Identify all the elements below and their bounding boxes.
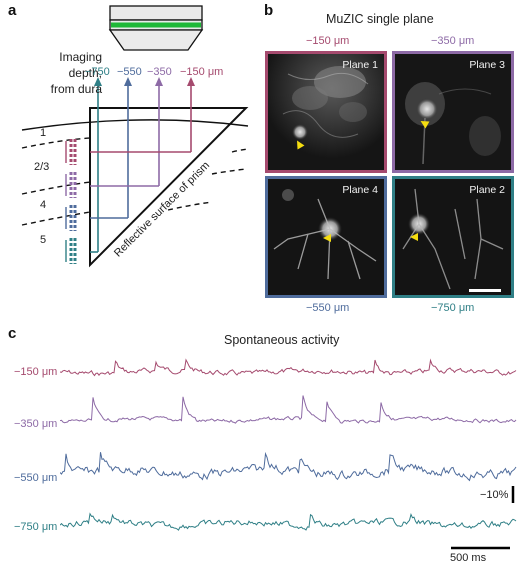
trace-label-750: −750 μm bbox=[14, 521, 58, 533]
plane3-label: Plane 3 bbox=[469, 59, 505, 71]
depth-heading-line-2: depth, bbox=[68, 66, 102, 80]
prism-diagram bbox=[21, 5, 249, 268]
plane1-label: Plane 1 bbox=[342, 59, 378, 71]
depth-label-750: −750 bbox=[85, 66, 110, 78]
panel-letter-a: a bbox=[8, 2, 17, 19]
panel-a: Imaging depth, from dura −750 −550 −350 … bbox=[0, 0, 262, 320]
objective-lens-icon bbox=[108, 5, 204, 51]
panel-c-title: Spontaneous activity bbox=[224, 333, 340, 347]
scale-label-percent: −10% bbox=[480, 489, 509, 501]
trace-350 bbox=[60, 395, 517, 424]
scale-label-time: 500 ms bbox=[450, 552, 487, 564]
plane3-depth-label: −350 μm bbox=[431, 35, 475, 47]
plane4-label: Plane 4 bbox=[342, 184, 378, 196]
trace-label-150: −150 μm bbox=[14, 366, 58, 378]
plane2-depth-label: −750 μm bbox=[431, 302, 475, 314]
activity-traces bbox=[60, 358, 517, 550]
plane4-image: Plane 4 bbox=[265, 176, 387, 298]
layer-label-1: 1 bbox=[40, 127, 47, 139]
neuron-marker-icon bbox=[410, 233, 418, 241]
layer-label-2-3: 2/3 bbox=[34, 161, 50, 173]
scale-bar-image bbox=[469, 289, 501, 292]
layer-label-4: 4 bbox=[40, 199, 47, 211]
plane4-depth-label: −550 μm bbox=[306, 302, 350, 314]
depth-label-550: −550 bbox=[117, 66, 142, 78]
depth-heading-line-1: Imaging bbox=[59, 50, 102, 64]
layer-label-5: 5 bbox=[40, 234, 47, 246]
panel-letter-c: c bbox=[8, 325, 17, 342]
trace-750 bbox=[60, 512, 517, 531]
depth-heading: Imaging depth, from dura bbox=[28, 49, 102, 97]
trace-150 bbox=[60, 358, 517, 377]
plane1-image: Plane 1 bbox=[265, 51, 387, 173]
panel-letter-b: b bbox=[264, 2, 274, 19]
trace-label-350: −350 μm bbox=[14, 418, 58, 430]
panel-b-title: MuZIC single plane bbox=[326, 12, 434, 26]
trace-550 bbox=[60, 451, 517, 482]
trace-label-550: −550 μm bbox=[14, 472, 58, 484]
depth-heading-line-3: from dura bbox=[50, 82, 102, 96]
neuron-marker-icon bbox=[323, 234, 331, 242]
depth-label-150: −150 μm bbox=[180, 66, 224, 78]
plane2-image: Plane 2 bbox=[392, 176, 514, 298]
plane2-label: Plane 2 bbox=[469, 184, 505, 196]
plane1-depth-label: −150 μm bbox=[306, 35, 350, 47]
depth-label-350: −350 bbox=[147, 66, 172, 78]
plane3-image: Plane 3 bbox=[392, 51, 514, 173]
